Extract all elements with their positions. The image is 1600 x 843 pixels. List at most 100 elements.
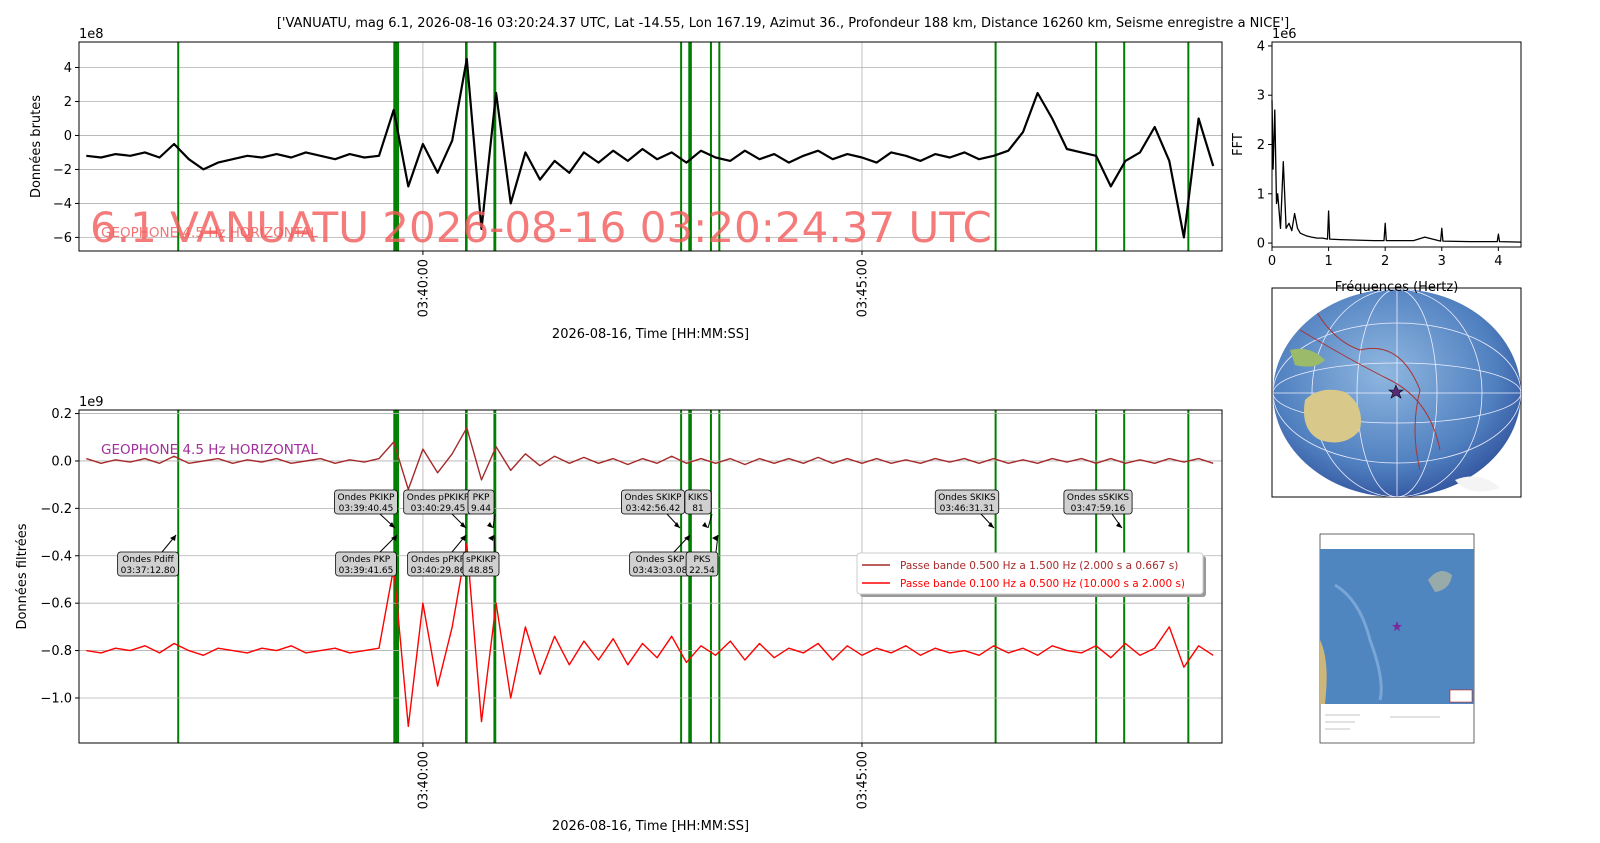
regional-map — [1319, 533, 1475, 744]
y-axis-label: FFT — [1231, 133, 1246, 156]
series-line — [86, 57, 1215, 239]
arrow-head — [674, 522, 680, 528]
arrow-head — [460, 535, 466, 541]
annotation-arrow — [707, 513, 713, 529]
plot-frame — [1271, 41, 1522, 248]
annotation-box — [685, 551, 719, 577]
y-tick-label: 1 — [1257, 187, 1265, 202]
arrow-head — [391, 535, 397, 541]
annotation-text: PKS — [693, 555, 710, 565]
annotation-arrow — [492, 513, 496, 529]
annotation-text: 03:39:40.45 — [339, 504, 394, 514]
annotation-text: 22.54 — [689, 566, 715, 576]
annotation-box — [335, 551, 397, 577]
annotation-text: 03:47:59.16 — [1071, 504, 1126, 514]
arrow-head — [488, 535, 494, 541]
plot-frame — [78, 41, 1223, 252]
x-tick-label: 03:40:00 — [416, 259, 431, 317]
annotation-text: Ondes Pdiff — [122, 555, 174, 565]
y-tick-label: 0 — [1257, 237, 1265, 252]
legend-label: Passe bande 0.100 Hz a 0.500 Hz (10.000 … — [900, 578, 1185, 590]
y-offset-label: 1e6 — [1272, 27, 1297, 42]
annotation-text: Ondes SKP — [636, 555, 685, 565]
annotation-text: Ondes SKIKP — [624, 493, 682, 503]
x-tick-label: 4 — [1494, 254, 1502, 269]
x-tick-label: 0 — [1268, 254, 1276, 269]
x-tick-label: 3 — [1438, 254, 1446, 269]
annotation-text: sPKIKP — [466, 555, 497, 565]
series-line — [86, 543, 1214, 728]
arrow-head — [1116, 522, 1122, 528]
annotation-box — [684, 489, 712, 515]
y-tick-label: 0 — [64, 129, 72, 144]
x-tick-label: 03:40:00 — [416, 751, 431, 809]
annotation-text: KIKS — [688, 493, 708, 503]
y-tick-label: 2 — [1257, 138, 1265, 153]
y-tick-label: 0.0 — [51, 454, 72, 469]
annotation-text: 03:42:56.42 — [626, 504, 681, 514]
annotation-text: 81 — [692, 504, 703, 514]
annotation-text: Ondes pPKIKP — [407, 493, 470, 503]
y-offset-label: 1e9 — [79, 395, 104, 410]
plot-frame — [78, 409, 1223, 744]
legend-box — [856, 552, 1204, 595]
y-tick-label: 2 — [64, 95, 72, 110]
annotation-text: Ondes PKIKP — [338, 493, 395, 503]
y-tick-label: −0.8 — [40, 644, 72, 659]
annotation-text: 9.44 — [471, 504, 491, 514]
annotation-text: 03:43:03.08 — [633, 566, 688, 576]
annotation-box — [334, 489, 398, 515]
x-axis-label: 2026-08-16, Time [HH:MM:SS] — [552, 819, 749, 834]
annotation-text: Ondes PKP — [342, 555, 391, 565]
annotation-text: 03:39:41.65 — [339, 566, 394, 576]
annotation-text: 03:46:31.31 — [940, 504, 995, 514]
y-tick-label: −6 — [53, 231, 72, 246]
y-tick-label: 4 — [1257, 39, 1265, 54]
series-line — [86, 427, 1214, 491]
watermark: 6.1 VANUATU 2026-08-16 03:20:24.37 UTC — [90, 203, 992, 252]
y-axis-label: Données filtrées — [15, 523, 30, 629]
y-tick-label: −1.0 — [40, 691, 72, 706]
series-line — [1271, 100, 1522, 243]
x-tick-label: 1 — [1324, 254, 1332, 269]
annotation-arrow — [493, 534, 496, 553]
x-tick-label: 03:45:00 — [855, 751, 870, 809]
annotation-text: Ondes pPKP — [411, 555, 466, 565]
annotation-box — [117, 551, 179, 577]
x-axis-label: Fréquences (Hertz) — [1335, 280, 1459, 295]
sensor-label: GEOPHONE 4.5 Hz HORIZONTAL — [101, 442, 318, 458]
x-tick-label: 03:45:00 — [855, 259, 870, 317]
y-tick-label: −4 — [53, 197, 72, 212]
arrow-head — [170, 535, 176, 541]
annotation-text: 03:37:12.80 — [121, 566, 176, 576]
arrow-head — [460, 522, 466, 528]
sensor-label: GEOPHONE 4.5 Hz HORIZONTAL — [101, 225, 318, 241]
annotation-text: Ondes sSKIKS — [1067, 493, 1129, 503]
legend-label: Passe bande 0.500 Hz a 1.500 Hz (2.000 s… — [900, 560, 1178, 572]
arrow-head — [712, 535, 718, 541]
arrow-head — [702, 522, 708, 528]
arrow-head — [988, 522, 994, 528]
globe-map — [1271, 287, 1522, 498]
y-tick-label: −0.2 — [40, 502, 72, 517]
arrow-head — [389, 522, 395, 528]
arrow-head — [487, 522, 493, 528]
y-axis-label: Données brutes — [29, 95, 44, 198]
y-tick-label: −0.4 — [40, 549, 72, 564]
annotation-box — [1063, 489, 1133, 515]
y-tick-label: 0.2 — [51, 407, 72, 422]
annotation-text: Ondes SKIKS — [938, 493, 996, 503]
chart-title: ['VANUATU, mag 6.1, 2026-08-16 03:20:24.… — [277, 16, 1289, 31]
y-tick-label: −2 — [53, 163, 72, 178]
